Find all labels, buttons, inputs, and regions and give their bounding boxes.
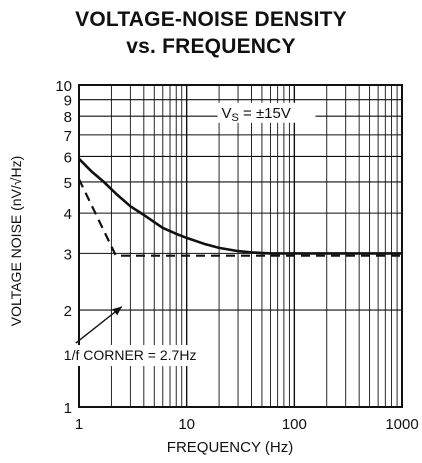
x-tick-label: 10 — [178, 416, 195, 433]
noise-curve-solid — [78, 157, 402, 255]
x-tick-label: 1000 — [385, 416, 418, 433]
y-tick-label: 1 — [64, 400, 72, 417]
y-tick-label: 9 — [64, 93, 72, 110]
y-tick-label: 3 — [64, 246, 72, 263]
corner-arrow-head — [112, 306, 122, 316]
corner-label-backing — [59, 345, 208, 367]
x-tick-label: 100 — [282, 416, 307, 433]
curves — [78, 157, 402, 257]
y-tick-label: 2 — [64, 303, 72, 320]
x-tick-label: 1 — [75, 416, 83, 433]
y-tick-label: 4 — [64, 206, 72, 223]
x-axis-label: FREQUENCY (Hz) — [167, 439, 293, 456]
noise-curve-dashed — [78, 178, 402, 257]
annotations: VS = ±15V 1/f CORNER = 2.7Hz — [59, 102, 316, 367]
plot-frame — [78, 84, 403, 408]
supply-voltage-label: VS = ±15V — [221, 105, 290, 124]
y-tick-label: 7 — [64, 128, 72, 145]
y-tick-label: 5 — [64, 175, 72, 192]
chart-title-line-1: VOLTAGE-NOISE DENSITY — [75, 8, 347, 31]
y-tick-label: 6 — [64, 149, 72, 166]
chart-title-line-2: vs. FREQUENCY — [126, 35, 296, 58]
vs-label-backing — [217, 102, 316, 123]
y-tick-label: 8 — [64, 109, 72, 126]
y-axis-label: VOLTAGE NOISE (nV/√Hz) — [8, 156, 24, 327]
corner-arrow-line — [75, 306, 123, 344]
y-tick-label: 10 — [55, 78, 72, 95]
corner-frequency-label: 1/f CORNER = 2.7Hz — [64, 347, 197, 363]
